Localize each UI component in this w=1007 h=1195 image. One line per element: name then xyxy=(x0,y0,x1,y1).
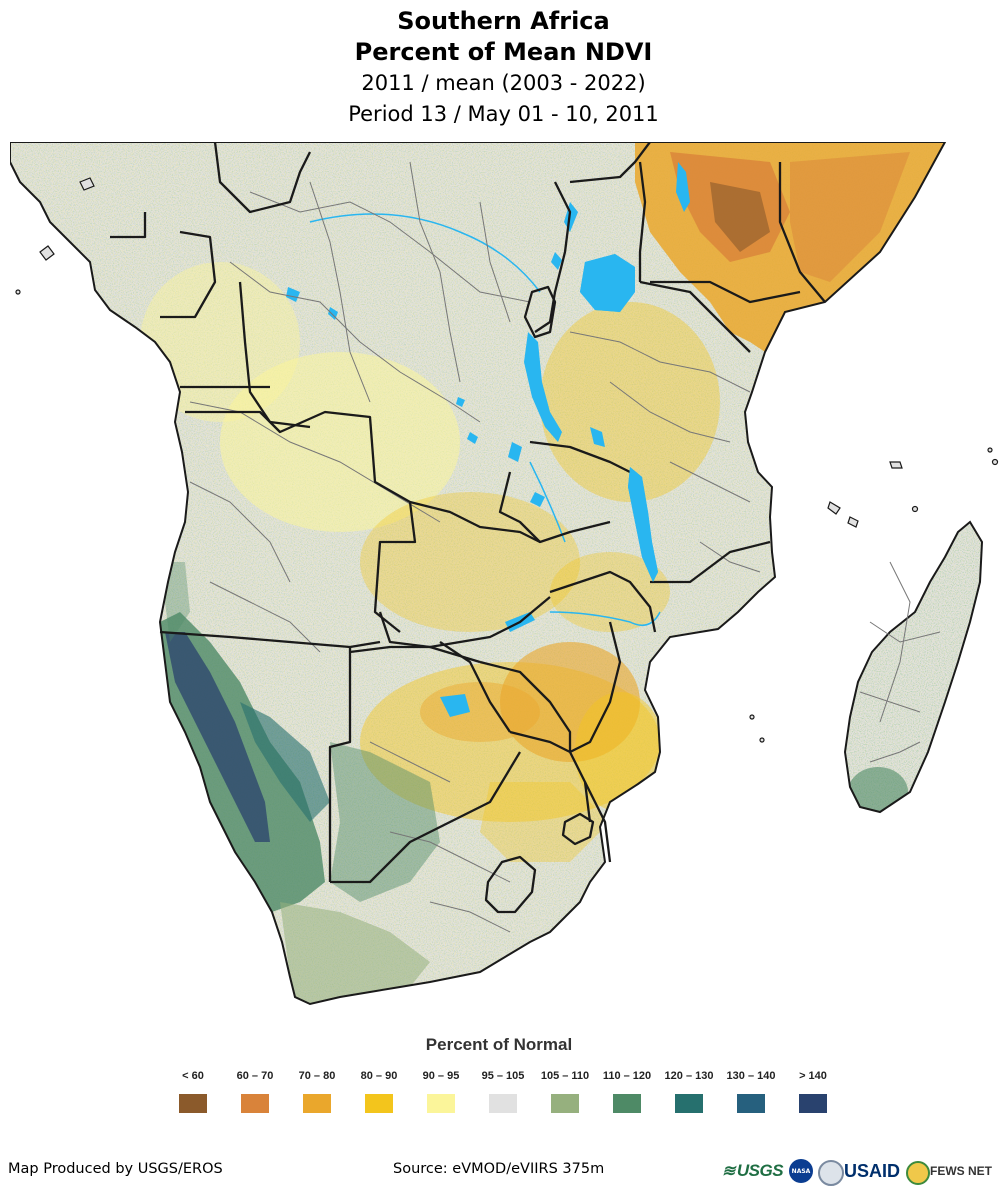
legend-class: 90 – 95 xyxy=(410,1068,472,1113)
usgs-logo: ≋ USGS xyxy=(722,1161,784,1180)
legend-class: 120 – 130 xyxy=(658,1068,720,1113)
legend-class: > 140 xyxy=(782,1068,844,1113)
legend-class: 110 – 120 xyxy=(596,1068,658,1113)
legend-class-swatch xyxy=(737,1094,765,1113)
legend-class: 60 – 70 xyxy=(224,1068,286,1113)
map-title-product: Percent of Mean NDVI xyxy=(354,38,653,66)
usaid-seal-icon xyxy=(818,1160,844,1186)
legend-class: 70 – 80 xyxy=(286,1068,348,1113)
legend-class-label: < 60 xyxy=(182,1070,204,1082)
legend-class-label: 60 – 70 xyxy=(236,1070,274,1082)
legend-class: 80 – 90 xyxy=(348,1068,410,1113)
map-subtitle-years: 2011 / mean (2003 - 2022) xyxy=(361,71,646,95)
admin-boundaries xyxy=(189,161,941,933)
data-source-credit: Source: eVMOD/eVIIRS 375m xyxy=(393,1161,605,1177)
legend-class-label: > 140 xyxy=(799,1070,827,1082)
legend-class-swatch xyxy=(365,1094,393,1113)
legend-class-swatch xyxy=(427,1094,455,1113)
legend-class-swatch xyxy=(241,1094,269,1113)
legend-class-swatch xyxy=(179,1094,207,1113)
usaid-logo: USAID xyxy=(844,1160,901,1181)
partner-logos: ≋ USGS NASA USAID FEWS NET xyxy=(722,1156,1002,1186)
map-title-block: Southern Africa Percent of Mean NDVI 201… xyxy=(0,6,1007,130)
legend-class: < 60 xyxy=(162,1068,224,1113)
legend-class-label: 120 – 130 xyxy=(664,1070,714,1082)
fews-net-globe-icon xyxy=(906,1161,930,1185)
legend-class-swatch xyxy=(551,1094,579,1113)
nasa-logo: NASA xyxy=(789,1159,813,1183)
fews-net-logo: FEWS NET xyxy=(930,1164,992,1178)
ndvi-map xyxy=(10,142,999,1005)
legend-class-swatch xyxy=(489,1094,517,1113)
legend-class-label: 105 – 110 xyxy=(540,1070,590,1082)
lake-overlays xyxy=(580,254,658,582)
legend-class-label: 110 – 120 xyxy=(602,1070,652,1082)
lake-tanganyika xyxy=(524,332,562,442)
legend-class-swatch xyxy=(799,1094,827,1113)
legend-class-swatch xyxy=(613,1094,641,1113)
legend-class-label: 80 – 90 xyxy=(360,1070,398,1082)
mainland-ndvi-layer xyxy=(10,142,945,1004)
lake-turkana xyxy=(676,162,690,212)
map-subtitle-period: Period 13 / May 01 - 10, 2011 xyxy=(348,102,659,126)
legend-class-label: 95 – 105 xyxy=(481,1070,525,1082)
map-producer-credit: Map Produced by USGS/EROS xyxy=(8,1161,223,1177)
legend-class: 130 – 140 xyxy=(720,1068,782,1113)
legend-class: 95 – 105 xyxy=(472,1068,534,1113)
legend-class-label: 90 – 95 xyxy=(422,1070,460,1082)
legend-class-label: 70 – 80 xyxy=(298,1070,336,1082)
okavango-delta xyxy=(440,694,470,717)
legend-class-swatch xyxy=(303,1094,331,1113)
legend-class-label: 130 – 140 xyxy=(726,1070,776,1082)
legend: < 60 60 – 70 70 – 80 80 – 90 90 – 95 95 – 105… xyxy=(162,1068,852,1118)
islands xyxy=(15,177,999,743)
madagascar-ndvi-layer xyxy=(845,522,982,812)
legend-class-swatch xyxy=(675,1094,703,1113)
legend-title: Percent of Normal xyxy=(425,1035,573,1054)
country-borders xyxy=(110,142,826,914)
map-title-region: Southern Africa xyxy=(397,7,610,35)
legend-class: 105 – 110 xyxy=(534,1068,596,1113)
